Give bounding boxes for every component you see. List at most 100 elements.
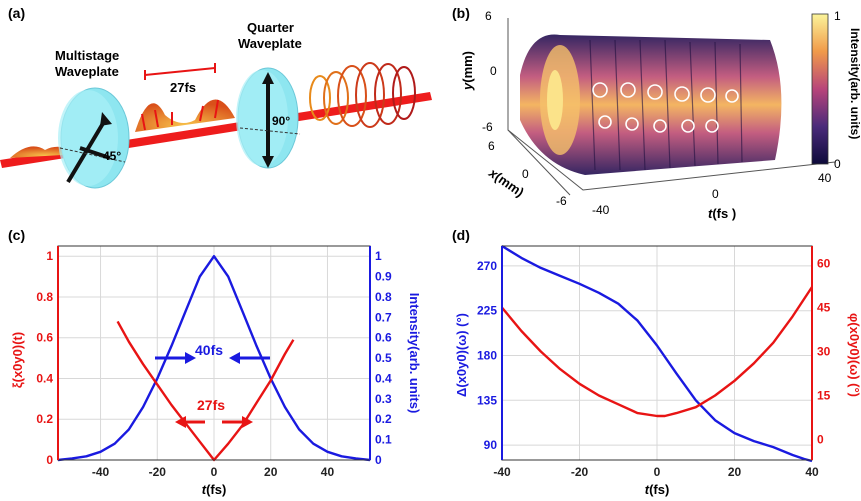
colorbar-label: Intensity(arb. units) (848, 28, 861, 139)
annot-27fs: 27fs (197, 397, 225, 413)
x-tick-label: 20 (728, 465, 742, 479)
d-ticks: -40 -20 0 20 40 90 135 180 225 270 0 15 30 45 60 (477, 246, 831, 479)
b-ttick-m40: -40 (592, 203, 610, 217)
y-tick-label-right: 1 (375, 249, 382, 263)
x-tick-label: -20 (571, 465, 589, 479)
d-xlabel: t(fs) (645, 482, 670, 497)
panel-d: (d) -40 -20 0 20 40 90 135 180 225 270 0 15 30 45 60 Δ… (452, 227, 861, 497)
annot-40fs: 40fs (195, 342, 223, 358)
panel-a-label: (a) (8, 5, 25, 21)
y-tick-label-right: 30 (817, 345, 831, 359)
polarization-arrows (141, 99, 219, 131)
c-right-axis-label: Intensity(arb. units) (407, 293, 422, 414)
d-curves (501, 244, 814, 463)
y-tick-label-left: 180 (477, 348, 497, 362)
y-tick-label-right: 0.5 (375, 351, 392, 365)
multistage-waveplate-edge (58, 90, 118, 186)
y-tick-label-left: 0 (46, 453, 53, 467)
angle-45-label: 45° (103, 149, 121, 163)
b-ttick-40: 40 (818, 171, 832, 185)
y-tick-label-left: 135 (477, 393, 497, 407)
d-left-axis-label: Δ(x0y0)(ω) (°) (454, 313, 469, 397)
y-tick-label-right: 15 (817, 389, 831, 403)
series-line-right (57, 255, 371, 462)
delay-marker (144, 67, 216, 76)
y-tick-label-right: 0.4 (375, 371, 392, 385)
panel-a: (a) 45° Multistage Waveplate 27fs (0, 5, 432, 189)
y-tick-label-left: 0.6 (36, 331, 53, 345)
b-xlabel: x(mm) (485, 165, 526, 200)
arrowhead-27fs-left (175, 416, 186, 428)
y-tick-label-left: 0.8 (36, 290, 53, 304)
y-tick-label-right: 0.3 (375, 392, 392, 406)
y-tick-label-right: 0.6 (375, 331, 392, 345)
series-line-left (501, 244, 813, 463)
output-helix (309, 62, 416, 128)
y-tick-label-left: 1 (46, 249, 53, 263)
b-ytick-6: 6 (485, 9, 492, 23)
b-ylabel: y(mm) (460, 51, 475, 91)
panel-d-label: (d) (452, 227, 470, 243)
y-tick-label-left: 270 (477, 259, 497, 273)
c-ticks: -40 -20 0 20 40 0 0.2 0.4 0.6 0.8 1 0 0.1 0.2 0.3 0.4 0.… (36, 246, 392, 479)
plate-axis-arrowhead (100, 112, 112, 126)
c-curves (57, 255, 371, 462)
y-tick-label-right: 0.8 (375, 290, 392, 304)
arrowhead-27fs-right (242, 416, 253, 428)
box-3d-frame (507, 18, 836, 196)
c-xlabel: t(fs) (202, 482, 227, 497)
y-tick-label-right: 0.7 (375, 310, 392, 324)
b-xtick-6: 6 (488, 139, 495, 153)
c-left-axis-label: ξ(x0y0)(t) (10, 332, 25, 388)
y-tick-label-right: 0 (375, 453, 382, 467)
y-tick-label-right: 0 (817, 432, 824, 446)
delay-27fs-label: 27fs (170, 80, 196, 95)
y-tick-label-left: 0.2 (36, 412, 53, 426)
b-tlabel: t(fs ) (708, 206, 736, 221)
y-tick-label-right: 0.2 (375, 412, 392, 426)
multistage-label-2: Waveplate (55, 64, 119, 79)
b-xtick-m6: -6 (556, 194, 567, 208)
plate-axis-arrow-2 (79, 146, 111, 160)
y-tick-label-right: 60 (817, 257, 831, 271)
x-tick-label: 0 (654, 465, 661, 479)
panel-c-label: (c) (8, 227, 25, 243)
x-tick-label: 40 (321, 465, 335, 479)
colorbar-tick-0: 0 (834, 157, 841, 171)
quarter-waveplate-edge (236, 70, 288, 166)
intensity-volume (520, 34, 782, 175)
dashed-reference (59, 147, 126, 163)
quarter-arrowhead-up (262, 72, 274, 84)
x-tick-label: 20 (264, 465, 278, 479)
angle-90-label: 90° (272, 114, 290, 128)
series-line-right (501, 286, 814, 418)
panel-b-label: (b) (452, 5, 470, 21)
quarter-dashed-reference (239, 127, 301, 135)
x-tick-label: -40 (493, 465, 511, 479)
y-tick-label-left: 0.4 (36, 371, 53, 385)
x-tick-label: 40 (805, 465, 819, 479)
y-tick-label-left: 225 (477, 304, 497, 318)
y-tick-label-left: 90 (484, 438, 498, 452)
b-ytick-m6: -6 (482, 120, 493, 134)
panel-b: (b) 6 0 -6 y(m (452, 5, 861, 221)
quarter-label-1: Quarter (247, 20, 294, 35)
double-pulse (135, 99, 235, 132)
panel-c: (c) -40 -20 0 20 40 0 0.2 0.4 0.6 0.8 1 0 0.1 0.2 0.3 0… (8, 227, 422, 497)
d-grid (501, 246, 813, 460)
colorbar-tick-1: 1 (834, 9, 841, 23)
b-ttick-0: 0 (712, 187, 719, 201)
y-tick-label-right: 0.1 (375, 433, 392, 447)
x-tick-label: -20 (149, 465, 167, 479)
arrowhead-40fs-right (229, 352, 240, 364)
quarter-label-2: Waveplate (238, 36, 302, 51)
quarter-arrowhead-down (262, 156, 274, 168)
b-ytick-0: 0 (490, 64, 497, 78)
d-right-axis-label: φ(x0y0)(ω) (°) (847, 313, 861, 397)
x-tick-label: 0 (211, 465, 218, 479)
multistage-label-1: Multistage (55, 48, 119, 63)
y-tick-label-right: 0.9 (375, 270, 392, 284)
series-line-left (116, 320, 295, 462)
b-xtick-0: 0 (522, 167, 529, 181)
